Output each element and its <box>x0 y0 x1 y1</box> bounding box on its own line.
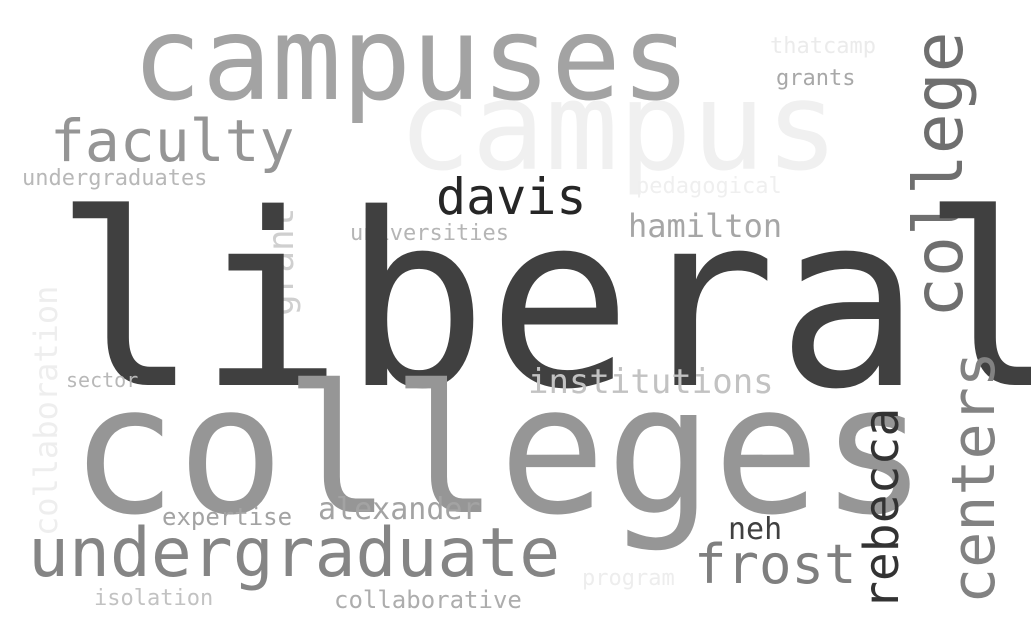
word-thatcamp: thatcamp <box>770 34 876 59</box>
word-program: program <box>582 566 675 591</box>
word-campus: campus <box>398 56 839 198</box>
word-neh: neh <box>728 512 783 547</box>
word-liberal: liberal <box>54 162 1031 442</box>
word-collaborative: collaborative <box>334 586 522 614</box>
word-frost: frost <box>694 533 857 596</box>
word-isolation: isolation <box>94 586 214 611</box>
word-centers: centers <box>939 351 1009 604</box>
word-rebecca: rebecca <box>854 407 910 610</box>
word-universities: universities <box>350 221 509 246</box>
word-campuses: campuses <box>132 0 691 127</box>
word-davis: davis <box>436 168 587 226</box>
word-alexander: alexander <box>318 492 481 527</box>
word-expertise: expertise <box>162 503 293 531</box>
word-grants: grants <box>776 66 856 91</box>
word-pedagogical: pedagogical <box>636 174 782 199</box>
word-faculty: faculty <box>50 107 295 175</box>
word-undergraduates: undergraduates <box>22 166 208 191</box>
word-hamilton: hamilton <box>628 207 783 245</box>
word-colleges: colleges <box>70 347 928 554</box>
word-sector: sector <box>66 368 139 392</box>
word-undergraduate: undergraduate <box>28 514 561 593</box>
word-institutions: institutions <box>528 362 774 402</box>
